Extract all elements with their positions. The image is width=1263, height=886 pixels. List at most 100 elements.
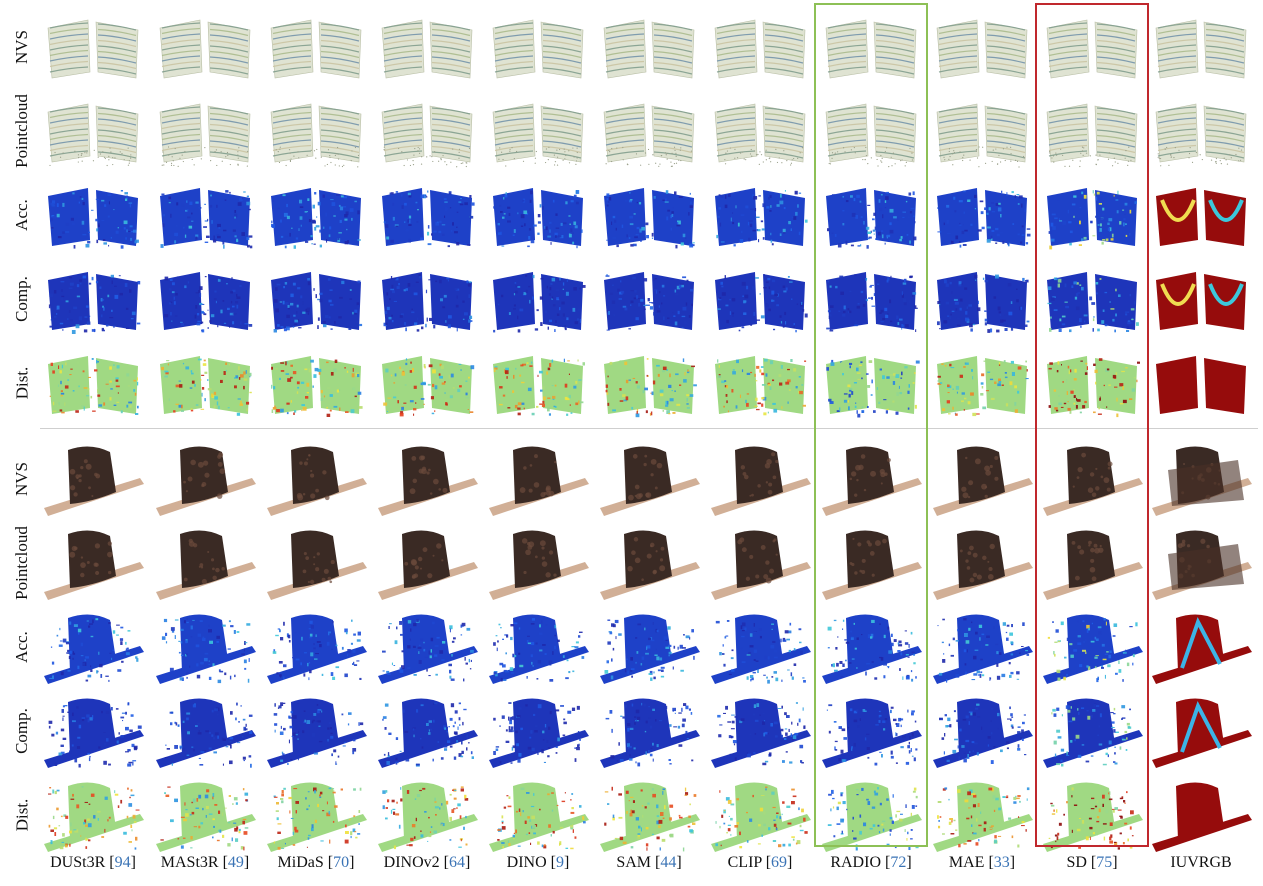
result-image [485, 692, 591, 770]
result-image [40, 344, 146, 422]
row-label-text: NVS [12, 29, 32, 65]
result-image [374, 692, 480, 770]
citation-link[interactable]: 94 [114, 854, 131, 871]
result-image [1039, 260, 1145, 338]
column-label-name: CLIP [727, 854, 762, 871]
result-image [707, 776, 813, 854]
column-label-name: MiDaS [277, 854, 324, 871]
result-image [263, 692, 369, 770]
citation-link[interactable]: 9 [556, 854, 564, 871]
column-label-name: DINOv2 [383, 854, 440, 871]
result-image [818, 92, 924, 170]
result-image [1148, 92, 1254, 170]
result-image [1148, 344, 1254, 422]
result-image [263, 92, 369, 170]
column-label-name: MASt3R [160, 854, 219, 871]
citation-link[interactable]: 75 [1096, 854, 1113, 871]
result-image [929, 692, 1035, 770]
result-image [263, 524, 369, 602]
result-image [818, 260, 924, 338]
row-label: Pointcloud [8, 92, 36, 170]
citation-link[interactable]: 49 [227, 854, 244, 871]
result-image [707, 176, 813, 254]
result-image [596, 692, 702, 770]
result-image [40, 176, 146, 254]
result-image [596, 524, 702, 602]
result-image [929, 260, 1035, 338]
result-image [929, 524, 1035, 602]
result-image [596, 176, 702, 254]
result-image [152, 776, 258, 854]
result-image [485, 344, 591, 422]
row-label-text: Pointcloud [12, 526, 32, 600]
result-image [1039, 440, 1145, 518]
result-image [707, 260, 813, 338]
result-image [818, 524, 924, 602]
result-image [152, 344, 258, 422]
result-image [818, 776, 924, 854]
result-image [707, 92, 813, 170]
result-image [485, 776, 591, 854]
result-image [1039, 608, 1145, 686]
result-image [818, 8, 924, 86]
result-image [263, 8, 369, 86]
result-image [818, 344, 924, 422]
result-image [485, 92, 591, 170]
result-image [374, 776, 480, 854]
result-image [485, 260, 591, 338]
result-image [40, 92, 146, 170]
result-image [152, 524, 258, 602]
result-image [707, 8, 813, 86]
citation-link[interactable]: 69 [771, 854, 788, 871]
column-label-name: IUVRGB [1170, 854, 1232, 871]
result-image [1148, 776, 1254, 854]
result-image [929, 440, 1035, 518]
column-label: DINO [9] [506, 854, 570, 871]
result-image [596, 260, 702, 338]
result-image [374, 344, 480, 422]
result-image [374, 8, 480, 86]
result-image [374, 92, 480, 170]
result-image [1148, 176, 1254, 254]
citation-link[interactable]: 33 [993, 854, 1010, 871]
result-image [40, 8, 146, 86]
column-label-name: RADIO [830, 854, 881, 871]
row-label: Acc. [8, 176, 36, 254]
result-image [485, 440, 591, 518]
citation-link[interactable]: 64 [449, 854, 465, 871]
column-label-name: SAM [616, 854, 652, 871]
result-image [818, 440, 924, 518]
column-label: IUVRGB [1145, 854, 1257, 872]
citation-link[interactable]: 70 [333, 854, 350, 871]
result-image [707, 692, 813, 770]
row-label: NVS [8, 8, 36, 86]
row-label: Comp. [8, 692, 36, 770]
result-image [152, 260, 258, 338]
row-label: Dist. [8, 344, 36, 422]
row-label: Dist. [8, 776, 36, 854]
result-image [707, 524, 813, 602]
result-image [929, 176, 1035, 254]
result-image [929, 608, 1035, 686]
column-label-name: MAE [948, 854, 985, 871]
row-label-text: Acc. [12, 199, 31, 231]
column-label: SD [75] [1066, 854, 1118, 871]
result-image [40, 776, 146, 854]
row-label-text: NVS [12, 461, 32, 497]
citation-link[interactable]: 72 [890, 854, 907, 871]
result-image [40, 260, 146, 338]
result-image [818, 176, 924, 254]
result-image [596, 344, 702, 422]
result-image [1039, 524, 1145, 602]
column-label: MASt3R [49] [160, 854, 250, 871]
result-image [40, 608, 146, 686]
row-label-text: Comp. [12, 276, 31, 322]
result-image [929, 776, 1035, 854]
citation-link[interactable]: 44 [660, 854, 677, 871]
result-image [40, 524, 146, 602]
result-image [485, 176, 591, 254]
row-label: Acc. [8, 608, 36, 686]
result-image [152, 8, 258, 86]
result-image [596, 8, 702, 86]
